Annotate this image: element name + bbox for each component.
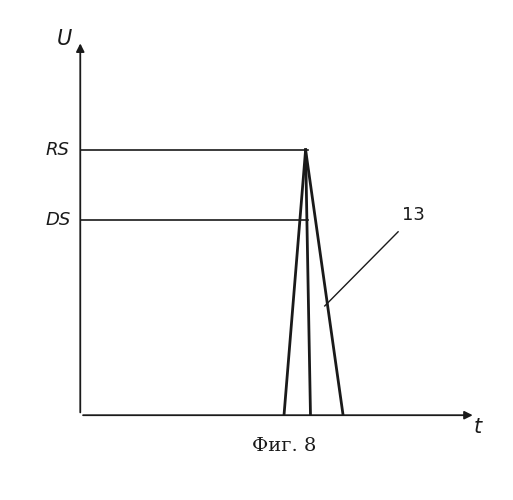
Text: RS: RS <box>46 141 70 159</box>
Text: t: t <box>473 417 482 437</box>
Text: DS: DS <box>45 211 70 229</box>
Text: 13: 13 <box>402 206 425 224</box>
Text: U: U <box>56 28 72 48</box>
Text: Фиг. 8: Фиг. 8 <box>252 438 316 456</box>
